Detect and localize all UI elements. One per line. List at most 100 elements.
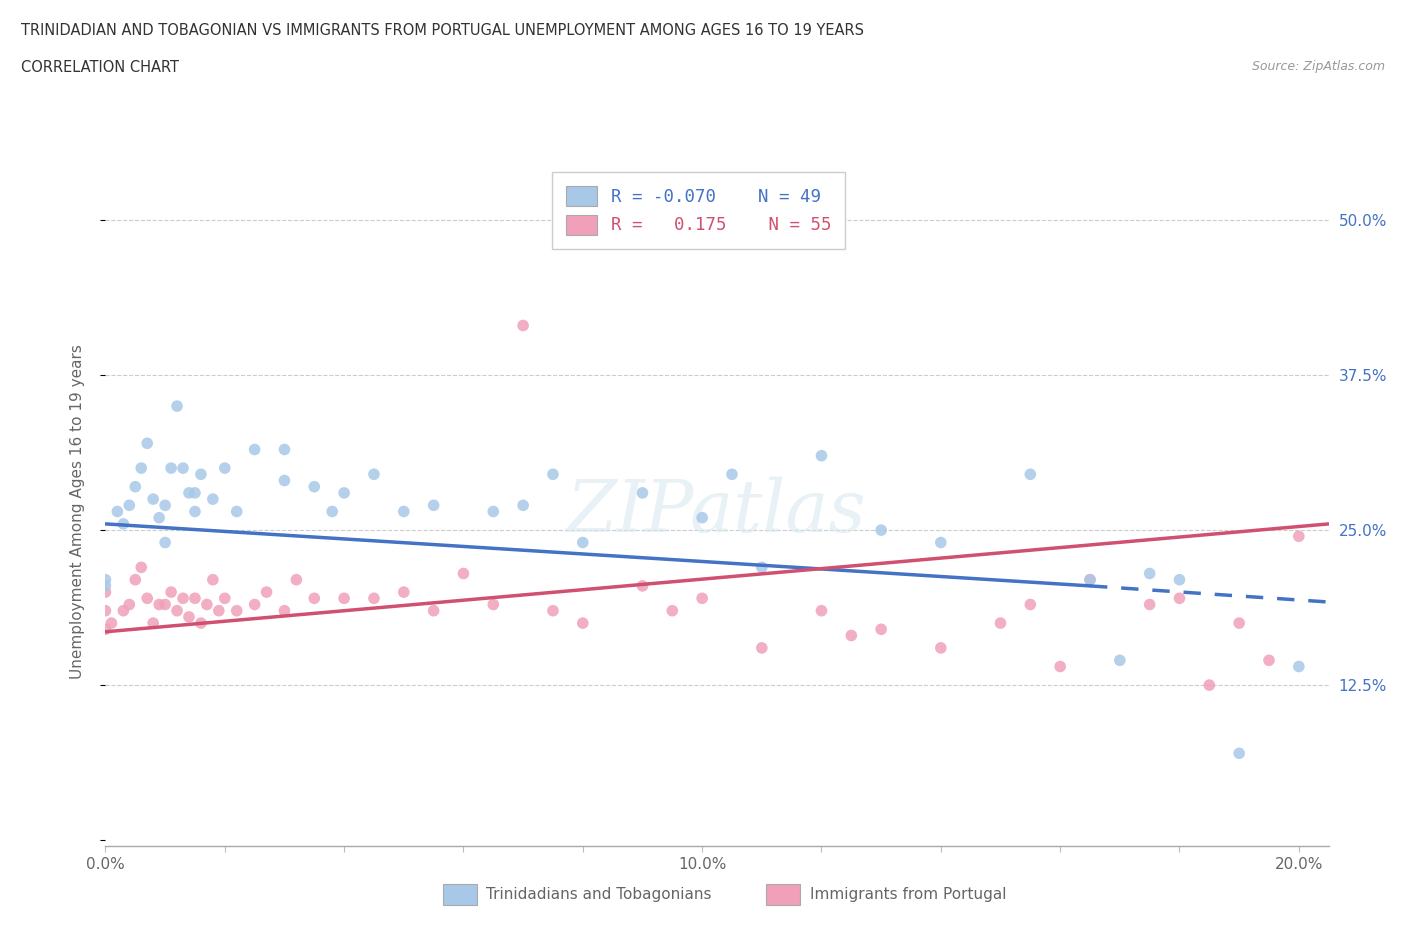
Point (690, 591, 713, 605)
Point (160, 585, 183, 600)
Point (1258, 653, 1281, 668)
Point (572, 535, 595, 550)
Point (214, 591, 236, 605)
Point (1168, 572, 1191, 587)
Point (839, 628, 862, 643)
Point (453, 566, 475, 581)
Point (273, 473, 295, 488)
Y-axis label: Unemployment Among Ages 16 to 19 years: Unemployment Among Ages 16 to 19 years (70, 344, 84, 679)
Point (166, 399, 188, 414)
Text: TRINIDADIAN AND TOBAGONIAN VS IMMIGRANTS FROM PORTUGAL UNEMPLOYMENT AMONG AGES 1: TRINIDADIAN AND TOBAGONIAN VS IMMIGRANTS… (21, 23, 865, 38)
Point (304, 479, 326, 494)
Point (136, 591, 159, 605)
Point (214, 460, 236, 475)
Point (1227, 616, 1250, 631)
Point (172, 460, 194, 475)
Point (94, 604, 117, 618)
Point (94, 585, 117, 600)
Point (190, 616, 212, 631)
Point (201, 572, 224, 587)
Point (1078, 572, 1101, 587)
Point (1139, 597, 1161, 612)
Point (541, 604, 564, 618)
Point (631, 578, 654, 593)
Point (94, 572, 117, 587)
Point (142, 616, 165, 631)
Point (195, 597, 218, 612)
Point (256, 585, 278, 600)
Point (153, 498, 176, 512)
Point (136, 436, 159, 451)
Point (129, 460, 152, 475)
Point (392, 585, 415, 600)
Point (751, 560, 773, 575)
Point (124, 572, 146, 587)
Point (661, 604, 683, 618)
Point (94, 578, 117, 593)
Point (112, 516, 135, 531)
Point (100, 616, 122, 631)
Point (118, 597, 141, 612)
Point (94, 622, 117, 637)
Text: CORRELATION CHART: CORRELATION CHART (21, 60, 179, 75)
Point (333, 485, 356, 500)
Point (273, 604, 295, 618)
Point (225, 504, 247, 519)
Point (105, 504, 128, 519)
Point (721, 467, 744, 482)
Point (482, 597, 505, 612)
Point (1108, 653, 1130, 668)
Point (273, 442, 295, 457)
Point (929, 535, 952, 550)
Point (166, 604, 188, 618)
Point (208, 604, 231, 618)
Point (751, 641, 773, 656)
Point (482, 504, 505, 519)
Point (201, 492, 224, 507)
Point (422, 498, 444, 512)
Point (160, 460, 183, 475)
Point (1049, 659, 1071, 674)
Point (112, 604, 135, 618)
Point (929, 641, 952, 656)
Point (172, 591, 194, 605)
Point (363, 591, 385, 605)
Point (184, 504, 207, 519)
Point (870, 523, 893, 538)
Point (142, 492, 165, 507)
Point (129, 560, 152, 575)
Point (392, 504, 415, 519)
Point (1019, 597, 1042, 612)
Point (572, 616, 595, 631)
Point (225, 604, 247, 618)
Text: ZIPatlas: ZIPatlas (567, 476, 868, 547)
Point (810, 448, 832, 463)
Point (1288, 659, 1310, 674)
Point (177, 609, 200, 624)
Point (363, 467, 385, 482)
Point (153, 535, 176, 550)
Point (1019, 467, 1042, 482)
Point (321, 504, 343, 519)
Point (512, 498, 534, 512)
Point (190, 467, 212, 482)
Point (422, 604, 444, 618)
Point (1168, 591, 1191, 605)
Point (541, 467, 564, 482)
Point (304, 591, 326, 605)
Text: Trinidadians and Tobagonians: Trinidadians and Tobagonians (486, 887, 711, 902)
Point (148, 511, 170, 525)
Point (285, 572, 308, 587)
Point (990, 616, 1012, 631)
Point (1139, 566, 1161, 581)
Point (333, 591, 356, 605)
Point (124, 479, 146, 494)
Text: Source: ZipAtlas.com: Source: ZipAtlas.com (1251, 60, 1385, 73)
Point (1288, 529, 1310, 544)
Point (870, 622, 893, 637)
Point (153, 597, 176, 612)
Point (690, 511, 713, 525)
Point (148, 597, 170, 612)
Point (243, 442, 266, 457)
Point (512, 318, 534, 333)
